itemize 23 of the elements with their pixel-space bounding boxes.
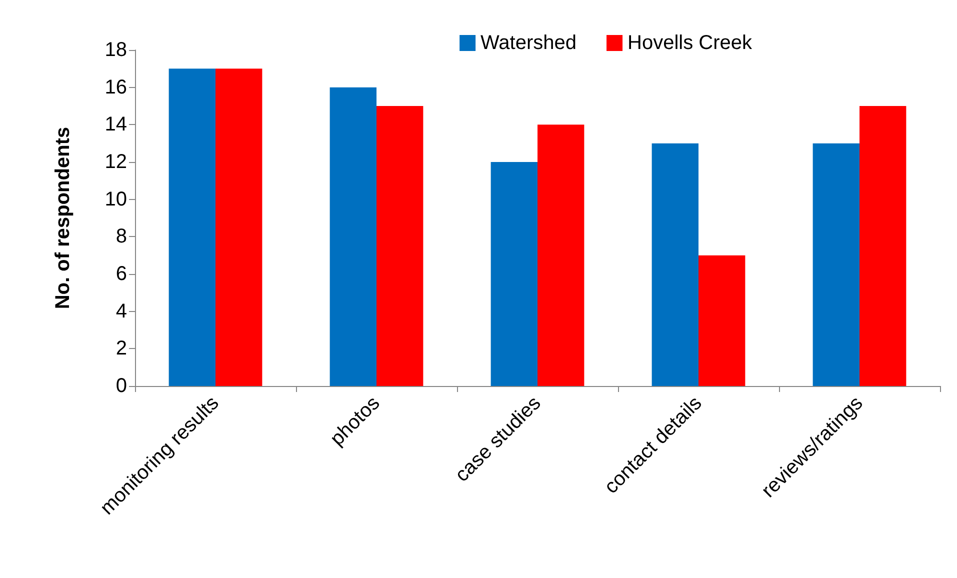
bar (698, 255, 746, 386)
bar (652, 143, 698, 386)
legend-label: Watershed (480, 32, 577, 54)
bar (860, 106, 906, 386)
y-tick-label: 12 (104, 151, 127, 173)
bar (812, 143, 860, 386)
y-tick-label: 6 (116, 263, 127, 285)
y-tick-label: 10 (104, 188, 127, 210)
bar (330, 87, 376, 386)
bar (216, 68, 262, 386)
y-tick-label: 4 (116, 300, 127, 322)
y-tick-label: 0 (116, 375, 127, 397)
bar (168, 68, 216, 386)
y-tick-label: 16 (104, 76, 127, 98)
y-tick-label: 8 (116, 226, 127, 248)
y-tick-label: 2 (116, 338, 127, 360)
legend-label: Hovells Creek (628, 32, 753, 54)
y-tick-label: 18 (104, 39, 127, 61)
bar (490, 162, 538, 386)
bar (376, 106, 424, 386)
y-axis-title: No. of respondents (52, 126, 74, 310)
bar (538, 124, 584, 386)
y-tick-label: 14 (104, 114, 127, 136)
